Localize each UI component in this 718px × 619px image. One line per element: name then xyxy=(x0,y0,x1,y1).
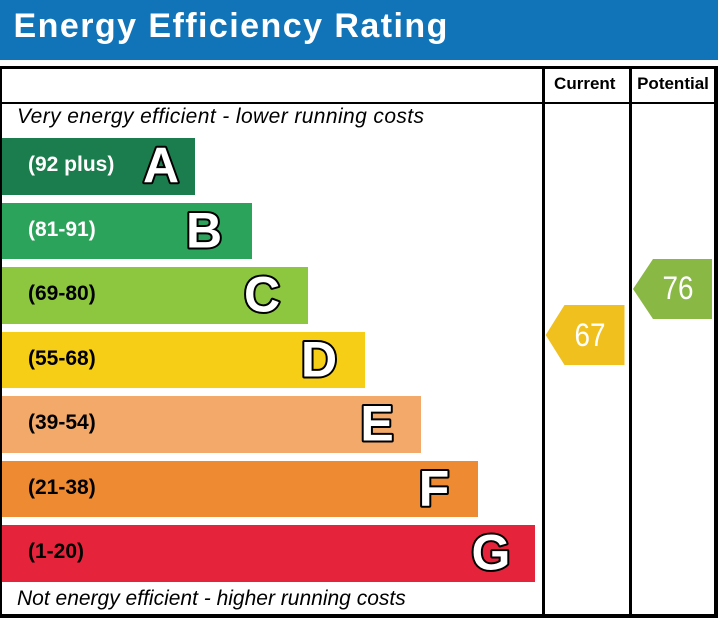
table-border-top xyxy=(0,66,718,69)
band-letter: A xyxy=(143,138,179,194)
band-C: (69-80) C xyxy=(2,265,308,325)
page-title: Energy Efficiency Rating xyxy=(13,7,449,45)
potential-rating-arrow-value: 76 xyxy=(662,270,694,306)
band-letter: E xyxy=(360,396,393,452)
band-range-label: (21-38) xyxy=(28,475,96,499)
band-G: (1-20) G xyxy=(2,523,535,583)
current-rating-arrow-shape xyxy=(545,305,625,365)
band-range-label: (39-54) xyxy=(28,411,96,435)
band-E: (39-54) E xyxy=(2,394,421,454)
title-bar: Energy Efficiency Rating xyxy=(0,0,718,60)
band-letter-icon: D xyxy=(299,329,339,389)
current-rating-arrow-value: 67 xyxy=(574,316,606,353)
table-border-left xyxy=(0,66,2,618)
band-letter: B xyxy=(186,202,222,258)
column-header-current: Current xyxy=(554,74,616,93)
band-B: (81-91) B xyxy=(2,200,252,260)
band-letter-icon: B xyxy=(184,200,224,260)
band-letter: F xyxy=(419,460,450,516)
band-range-label: (69-80) xyxy=(28,282,96,306)
band-F: (21-38) F xyxy=(2,458,478,518)
band-range-label: (1-20) xyxy=(28,540,85,564)
current-rating-arrow: 67 xyxy=(544,305,625,365)
potential-rating-arrow: 76 xyxy=(632,258,713,319)
band-A: (92 plus) A xyxy=(2,136,195,196)
table-header-underline xyxy=(0,101,718,104)
band-letter-icon: A xyxy=(141,136,181,196)
band-range-label: (92 plus) xyxy=(28,153,115,177)
table-border-right xyxy=(714,66,718,618)
band-range-label: (55-68) xyxy=(28,346,96,370)
band-letter: G xyxy=(472,525,511,581)
column-header-potential: Potential xyxy=(637,74,709,93)
caption-very-efficient: Very energy efficient - lower running co… xyxy=(17,104,425,128)
band-letter-icon: F xyxy=(417,458,452,518)
band-range-label: (81-91) xyxy=(28,217,96,241)
potential-rating-arrow-shape xyxy=(633,258,712,319)
band-letter: C xyxy=(244,267,280,323)
band-letter: D xyxy=(301,331,337,387)
band-D: (55-68) D xyxy=(2,329,365,389)
band-letter-icon: E xyxy=(358,394,395,454)
table-divider-current xyxy=(541,66,545,618)
table-border-bottom xyxy=(0,614,718,618)
table-divider-potential xyxy=(629,66,632,618)
caption-not-efficient: Not energy efficient - higher running co… xyxy=(17,586,406,610)
band-letter-icon: G xyxy=(470,523,513,583)
band-letter-icon: C xyxy=(242,265,282,325)
